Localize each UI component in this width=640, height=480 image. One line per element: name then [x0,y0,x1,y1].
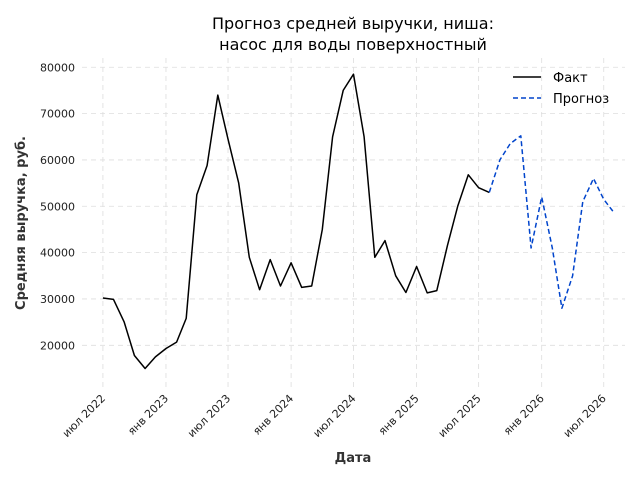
x-tick-label: июл 2025 [436,392,484,440]
y-tick-label: 70000 [40,108,75,121]
x-tick-label: июл 2022 [60,392,108,440]
x-tick-label: янв 2026 [501,392,547,438]
y-tick-label: 40000 [40,247,75,260]
y-tick-label: 20000 [40,339,75,352]
x-tick-label: июл 2026 [561,392,609,440]
x-axis: июл 2022 янв 2023 июл 2023 янв 2024 июл 2024… [60,392,609,440]
x-tick-label: янв 2024 [250,392,296,438]
x-tick-label: янв 2023 [125,392,171,438]
series-layer [102,73,615,370]
legend: Факт Прогноз [513,71,609,107]
series-line-fact [102,73,490,370]
x-tick-label: янв 2025 [376,392,422,438]
series-line-forecast [488,135,615,309]
y-tick-label: 80000 [40,61,75,74]
grid [82,58,625,387]
legend-label-fact: Факт [553,71,588,86]
y-tick-label: 30000 [40,293,75,306]
x-tick-label: июл 2023 [185,392,233,440]
y-axis: 20000 30000 40000 50000 60000 70000 80000 [40,61,75,352]
chart-subtitle: насос для воды поверхностный [219,35,487,54]
chart-title: Прогноз средней выручки, ниша: [212,14,494,33]
y-axis-label: Средняя выручка, руб. [14,136,29,310]
x-axis-label: Дата [335,451,372,466]
y-tick-label: 50000 [40,200,75,213]
y-tick-label: 60000 [40,154,75,167]
x-tick-label: июл 2024 [311,392,359,440]
legend-label-forecast: Прогноз [553,92,609,107]
